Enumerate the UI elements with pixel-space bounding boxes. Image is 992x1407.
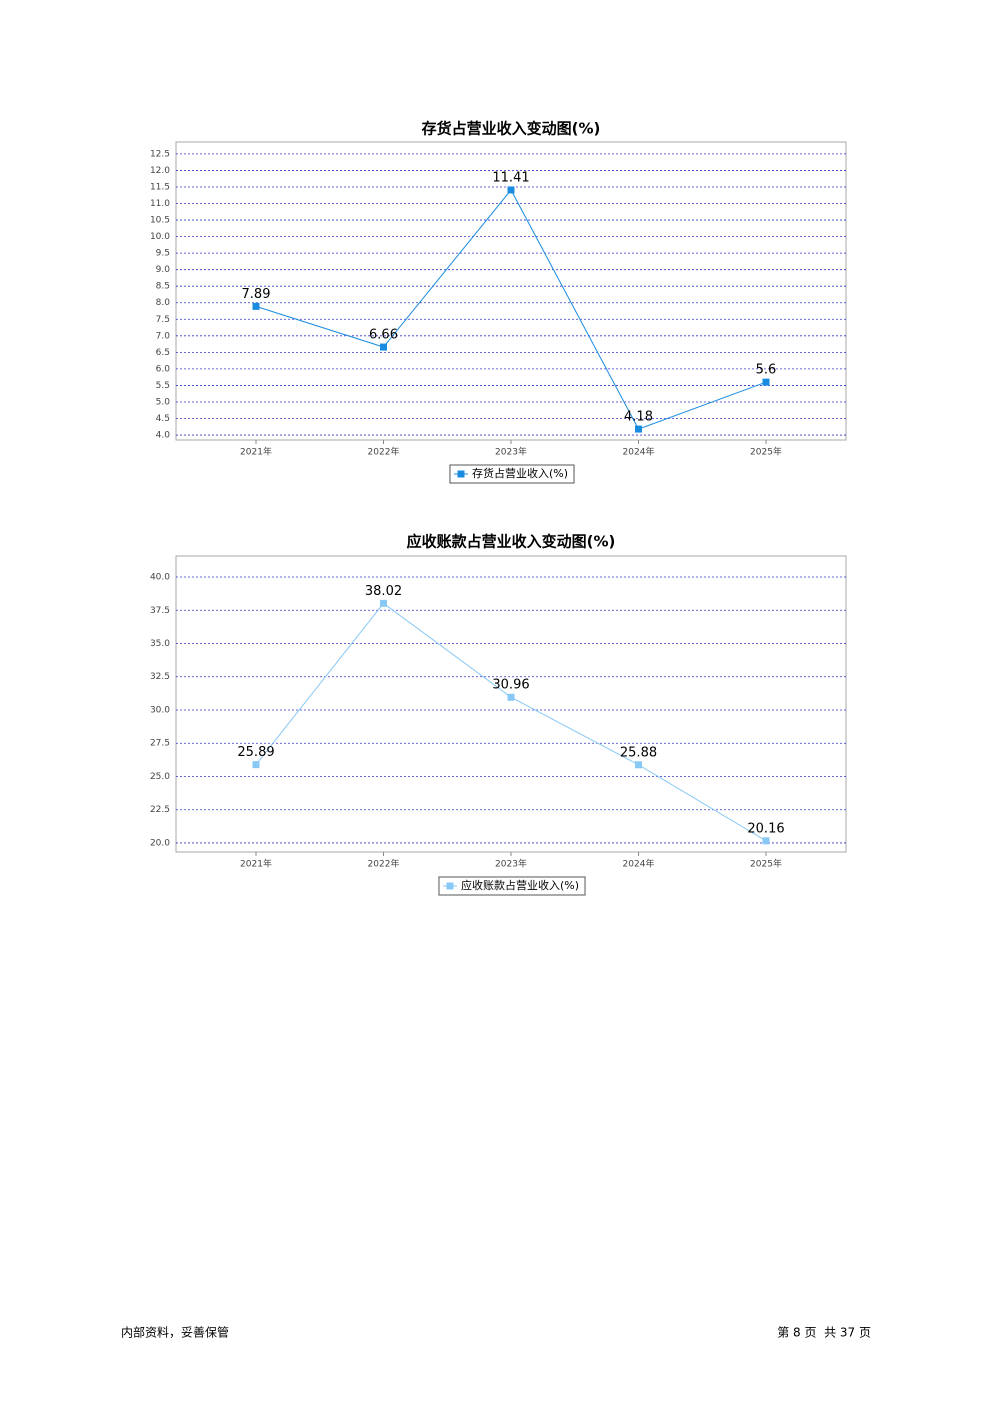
data-point [762, 837, 770, 845]
x-tick-label: 2022年 [368, 858, 400, 870]
x-tick-label: 2025年 [750, 858, 782, 870]
data-point [252, 761, 260, 769]
data-point [635, 425, 642, 433]
legend-marker [446, 882, 454, 890]
y-tick-label: 7.5 [156, 315, 170, 325]
x-tick-label: 2024年 [623, 446, 655, 458]
data-point [507, 693, 515, 701]
data-label: 7.89 [242, 287, 271, 302]
legend-label: 存货占营业收入(%) [472, 466, 568, 480]
y-tick-label: 8.5 [156, 282, 170, 292]
y-tick-label: 11.5 [150, 182, 170, 192]
y-tick-label: 6.0 [156, 364, 171, 374]
x-tick-label: 2025年 [750, 446, 782, 458]
y-tick-label: 22.5 [150, 805, 170, 815]
chart-title: 应收账款占营业收入变动图(%) [407, 533, 616, 551]
legend-box [438, 876, 586, 896]
y-tick-label: 11.0 [150, 199, 170, 209]
y-tick-label: 4.5 [156, 414, 170, 424]
data-label: 6.66 [369, 328, 398, 343]
data-point [635, 761, 642, 769]
y-tick-label: 12.0 [150, 166, 170, 176]
x-tick-label: 2024年 [623, 858, 655, 870]
data-point [380, 599, 387, 607]
x-tick-label: 2021年 [240, 446, 272, 458]
y-tick-label: 8.0 [156, 298, 171, 308]
y-tick-label: 9.0 [156, 265, 171, 275]
y-tick-label: 10.0 [150, 232, 170, 242]
y-tick-label: 4.0 [156, 431, 171, 441]
y-tick-label: 35.0 [150, 639, 170, 649]
legend-marker [457, 470, 465, 478]
y-tick-label: 25.0 [150, 772, 170, 782]
chart-title: 存货占营业收入变动图(%) [422, 120, 601, 138]
footer-right: 第 8 页 共 37 页 [777, 1326, 871, 1340]
footer-left: 内部资料，妥善保管 [121, 1325, 229, 1340]
y-tick-label: 5.5 [156, 381, 170, 391]
y-tick-label: 10.5 [150, 216, 170, 226]
data-label: 38.02 [365, 584, 402, 599]
x-tick-label: 2023年 [495, 858, 527, 870]
x-tick-label: 2023年 [495, 446, 527, 458]
data-point [762, 378, 770, 386]
data-point [507, 186, 515, 194]
data-label: 11.41 [492, 170, 529, 185]
data-label: 4.18 [624, 410, 653, 425]
y-tick-label: 9.5 [156, 249, 170, 259]
data-label: 30.96 [492, 678, 529, 693]
y-tick-label: 30.0 [150, 705, 170, 715]
x-tick-label: 2021年 [240, 858, 272, 870]
y-tick-label: 37.5 [150, 606, 170, 616]
legend-label: 应收账款占营业收入(%) [461, 878, 579, 892]
data-label: 25.89 [237, 745, 274, 760]
x-tick-label: 2022年 [368, 446, 400, 458]
y-tick-label: 7.0 [156, 331, 171, 341]
data-label: 5.6 [756, 363, 777, 378]
y-tick-label: 6.5 [156, 348, 170, 358]
legend-box [449, 464, 575, 484]
data-label: 25.88 [620, 745, 657, 760]
y-tick-label: 20.0 [150, 838, 170, 848]
data-label: 20.16 [747, 821, 784, 836]
plot-area [175, 555, 847, 853]
y-tick-label: 40.0 [150, 573, 170, 583]
y-tick-label: 5.0 [156, 397, 171, 407]
y-tick-label: 27.5 [150, 739, 170, 749]
data-point [380, 343, 387, 351]
y-tick-label: 12.5 [150, 149, 170, 159]
data-point [252, 302, 260, 310]
y-tick-label: 32.5 [150, 672, 170, 682]
